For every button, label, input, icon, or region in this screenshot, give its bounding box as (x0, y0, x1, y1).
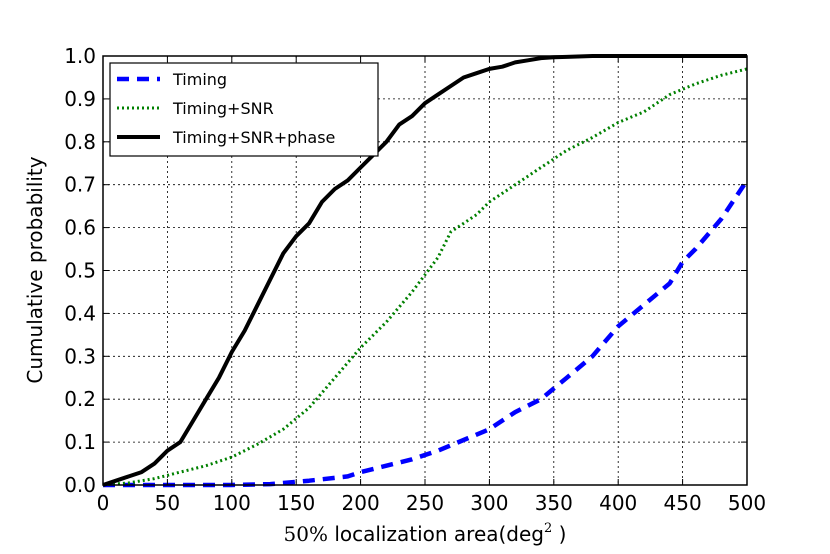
y-tick-label: 0.0 (64, 473, 96, 497)
x-tick-label: 450 (664, 491, 702, 515)
x-tick-label: 50 (155, 491, 180, 515)
x-tick-label: 400 (599, 491, 637, 515)
x-tick-label: 150 (277, 491, 315, 515)
tick-labels: 0 50 100 150 200 250 300 350 400 450 500 0.0 0.1 0.2 0… (64, 44, 766, 515)
x-tick-label: 100 (213, 491, 251, 515)
x-tick-label: 350 (535, 491, 573, 515)
y-tick-label: 0.2 (64, 387, 96, 411)
y-tick-label: 0.5 (64, 259, 96, 283)
x-tick-label: 200 (342, 491, 380, 515)
y-tick-label: 0.9 (64, 87, 96, 111)
y-tick-label: 0.8 (64, 130, 96, 154)
y-tick-label: 0.7 (64, 173, 96, 197)
legend-box (109, 62, 379, 157)
x-axis-label: 50% localization area(deg2 ) (284, 521, 567, 546)
y-tick-label: 0.6 (64, 216, 96, 240)
y-tick-label: 0.4 (64, 301, 96, 325)
x-tick-label: 250 (406, 491, 444, 515)
legend-label-timing-plus-snr: Timing+SNR (172, 99, 274, 118)
ticks (102, 55, 748, 486)
legend-label-timing: Timing (172, 70, 227, 89)
series-layer (102, 54, 749, 488)
series-line-timing-plus-snr (102, 67, 748, 487)
x-axis-label-suffix: ) (552, 522, 566, 546)
legend-label-timing-plus-snr-plus-phase: Timing+SNR+phase (172, 128, 335, 147)
x-tick-label: 500 (728, 491, 766, 515)
y-tick-label: 0.3 (64, 344, 96, 368)
x-axis-label-text: localization area(deg (328, 522, 544, 546)
x-axis-label-percent: 50% (284, 522, 328, 546)
x-tick-label: 300 (470, 491, 508, 515)
y-tick-label: 1.0 (64, 44, 96, 68)
x-axis-label-superscript: 2 (544, 521, 552, 536)
y-tick-label: 0.1 (64, 430, 96, 454)
series-line-timing-plus-snr-plus-phase (102, 54, 747, 487)
y-axis-label: Cumulative probability (23, 156, 47, 383)
x-tick-label: 0 (97, 491, 110, 515)
legend: Timing Timing+SNR Timing+SNR+phase (109, 62, 379, 157)
